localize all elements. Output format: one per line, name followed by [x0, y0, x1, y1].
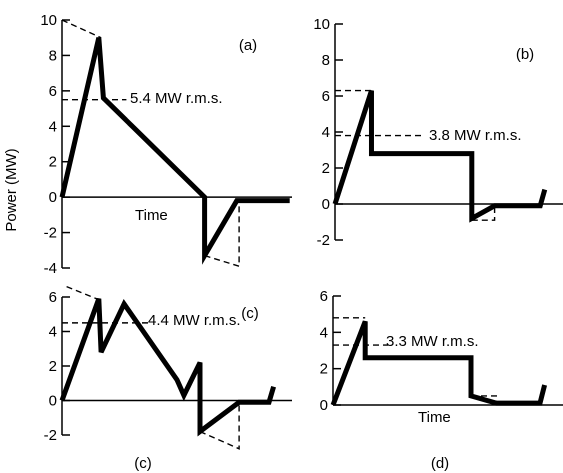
- y-tick-label-c: 2: [49, 358, 57, 375]
- y-tick-label-d: 0: [320, 397, 328, 414]
- dashed-line-a-0: [61, 19, 102, 39]
- bottom-label-c: (c): [134, 455, 152, 472]
- panel-a: 10 8 6 4 2 0 -2 -4 5.4 MW r.m.s. (a) Time: [40, 12, 292, 277]
- y-tick-label-b: 10: [313, 16, 330, 33]
- panel-label-a: (a): [239, 37, 257, 54]
- y-tick-label-b: 2: [322, 160, 330, 177]
- panel-label-b: (b): [516, 46, 534, 63]
- dashed-line-a-2: [204, 200, 240, 268]
- y-tick-label-b: -2: [317, 232, 330, 249]
- y-tick-label-d: 6: [320, 288, 328, 305]
- x-axis-label-d: Time: [418, 409, 451, 426]
- y-tick-label-d: 4: [320, 324, 328, 341]
- y-tick-label-a: 2: [49, 154, 57, 171]
- y-tick-label-a: 4: [49, 118, 57, 135]
- y-tick-label-c: 6: [49, 289, 57, 306]
- panel-label-c: (c): [241, 305, 259, 322]
- y-tick-label-a: 6: [49, 83, 57, 100]
- dashed-line-b-2: [471, 205, 496, 221]
- y-tick-label-a: 10: [40, 12, 57, 29]
- dashed-line-c-0: [66, 286, 97, 300]
- y-tick-label-a: -2: [44, 225, 57, 242]
- dashed-line-c-2: [199, 402, 240, 450]
- y-tick-label-b: 8: [322, 52, 330, 69]
- y-tick-label-b: 0: [322, 196, 330, 213]
- y-tick-label-c: 0: [49, 393, 57, 410]
- power-trace-b: [332, 89, 548, 223]
- panel-c: 6 4 2 0 -2 4.4 MW r.m.s. (c): [44, 286, 292, 450]
- y-tick-label-c: 4: [49, 324, 57, 341]
- rms-annotation-d: 3.3 MW r.m.s.: [386, 333, 479, 350]
- power-trace-a: [59, 37, 290, 265]
- panel-d: 6 4 2 0 3.3 MW r.m.s. Time: [320, 288, 563, 426]
- rms-annotation-b: 3.8 MW r.m.s.: [429, 127, 522, 144]
- y-tick-label-a: -4: [44, 260, 57, 277]
- y-axis-label: Power (MW): [3, 148, 20, 231]
- bottom-label-d: (d): [431, 455, 449, 472]
- power-trace-c: [59, 297, 276, 437]
- y-tick-label-a: 8: [49, 47, 57, 64]
- panel-b: 10 8 6 4 2 0 -2 3.8 MW r.m.s. (b): [313, 16, 563, 249]
- y-tick-label-a: 0: [49, 189, 57, 206]
- power-trace-d: [330, 320, 548, 406]
- x-axis-label-a: Time: [135, 207, 168, 224]
- y-tick-label-c: -2: [44, 427, 57, 444]
- y-tick-label-d: 2: [320, 361, 328, 378]
- rms-annotation-a: 5.4 MW r.m.s.: [130, 90, 223, 107]
- rms-annotation-c: 4.4 MW r.m.s.: [148, 312, 241, 329]
- y-tick-label-b: 6: [322, 88, 330, 105]
- y-tick-label-b: 4: [322, 124, 330, 141]
